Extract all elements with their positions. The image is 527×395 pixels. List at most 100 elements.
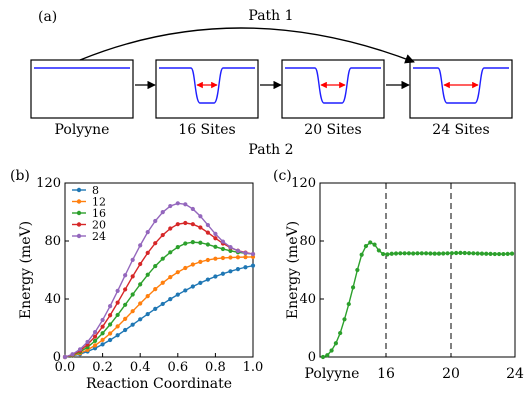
path1-label: Path 1 [248, 8, 293, 24]
data-point [213, 256, 218, 261]
box-label: 20 Sites [304, 122, 361, 138]
data-point [325, 353, 330, 358]
legend-swatch-marker [76, 187, 82, 193]
data-point [220, 271, 226, 276]
data-point [205, 242, 210, 247]
y-tick-label: 120 [291, 176, 316, 191]
panel-c-plot: Polyyne 16 20 24 0 40 80 120 [291, 176, 524, 382]
legend-swatch-marker [76, 199, 82, 204]
data-point [235, 248, 241, 253]
data-point [100, 324, 105, 329]
x-tick-label: 0.6 [167, 360, 188, 375]
data-point [123, 316, 128, 321]
data-point [250, 251, 256, 257]
data-point [320, 354, 326, 360]
data-point [138, 261, 143, 267]
data-point [62, 354, 68, 360]
data-point [190, 262, 195, 267]
data-point [441, 251, 446, 256]
data-point [123, 287, 128, 292]
data-point [115, 312, 120, 318]
data-point [488, 251, 493, 257]
data-point [92, 334, 98, 339]
data-point [168, 250, 173, 255]
data-point [168, 203, 173, 209]
data-point [138, 317, 143, 322]
data-point [398, 251, 403, 256]
data-point [329, 348, 334, 353]
data-point [130, 309, 135, 314]
data-point [235, 267, 241, 272]
data-point [108, 331, 113, 336]
data-point [100, 337, 105, 342]
data-point [205, 277, 210, 282]
data-point [138, 243, 143, 248]
potential-well-line [159, 67, 255, 104]
data-point [108, 304, 113, 309]
data-point [183, 288, 188, 293]
data-point [183, 220, 188, 226]
data-point [501, 251, 506, 257]
x-tick-label: 0.0 [55, 360, 76, 375]
legend-entry: 20 [92, 219, 106, 232]
data-point [198, 280, 203, 286]
data-point [454, 250, 459, 256]
data-point [436, 251, 442, 256]
data-point [423, 251, 429, 256]
data-point [415, 251, 420, 256]
path2-label: Path 2 [248, 142, 293, 158]
data-point [108, 313, 113, 318]
structure-box [281, 59, 385, 119]
data-point [497, 251, 502, 257]
data-point [458, 250, 463, 255]
data-point [160, 210, 165, 215]
data-point [175, 270, 180, 275]
potential-well-line [413, 67, 509, 104]
data-point [175, 244, 180, 250]
data-point [153, 306, 158, 311]
data-point [198, 259, 203, 264]
data-point [153, 287, 158, 292]
data-point [168, 226, 173, 231]
data-point [505, 251, 510, 257]
x-tick-label: 1.0 [243, 360, 264, 375]
data-point [198, 225, 203, 230]
data-point [235, 255, 241, 260]
data-point [213, 274, 218, 279]
data-point [130, 274, 135, 279]
panel-c-ylabel: Energy (meV) [285, 221, 301, 319]
panel-b-frame [64, 182, 254, 358]
legend-entry: 12 [92, 196, 106, 209]
data-point [419, 251, 424, 256]
legend-swatch-marker [76, 210, 82, 216]
panel-b-ylabel: Energy (meV) [18, 221, 34, 319]
structure-boxes: Polyyne 16 Sites 20 Sites 24 Sites [30, 59, 513, 138]
legend-swatch-marker [76, 233, 82, 239]
data-point [243, 265, 248, 270]
panel-c: (c) Energy (meV) Polyyne 16 20 24 0 40 80 120 [273, 168, 524, 382]
data-point [190, 222, 195, 227]
data-point [160, 256, 165, 261]
data-point [160, 232, 165, 238]
x-tick-label: 20 [442, 366, 460, 382]
data-point [198, 214, 203, 219]
data-point [115, 300, 120, 305]
box-label: 24 Sites [432, 122, 489, 138]
data-point [363, 243, 369, 249]
data-point [250, 254, 256, 260]
legend-entry: 24 [92, 230, 106, 243]
structure-box [30, 59, 134, 119]
data-point [130, 292, 135, 297]
data-point [100, 331, 105, 336]
data-point [145, 250, 150, 255]
data-point [479, 251, 485, 256]
structure-box [155, 59, 259, 119]
data-point [100, 317, 105, 323]
x-tick-label: 0.2 [92, 360, 113, 375]
data-point [160, 280, 165, 285]
data-point [70, 352, 75, 357]
data-point [359, 252, 364, 257]
data-point [205, 257, 210, 263]
data-point [213, 244, 218, 249]
data-point [492, 251, 497, 257]
